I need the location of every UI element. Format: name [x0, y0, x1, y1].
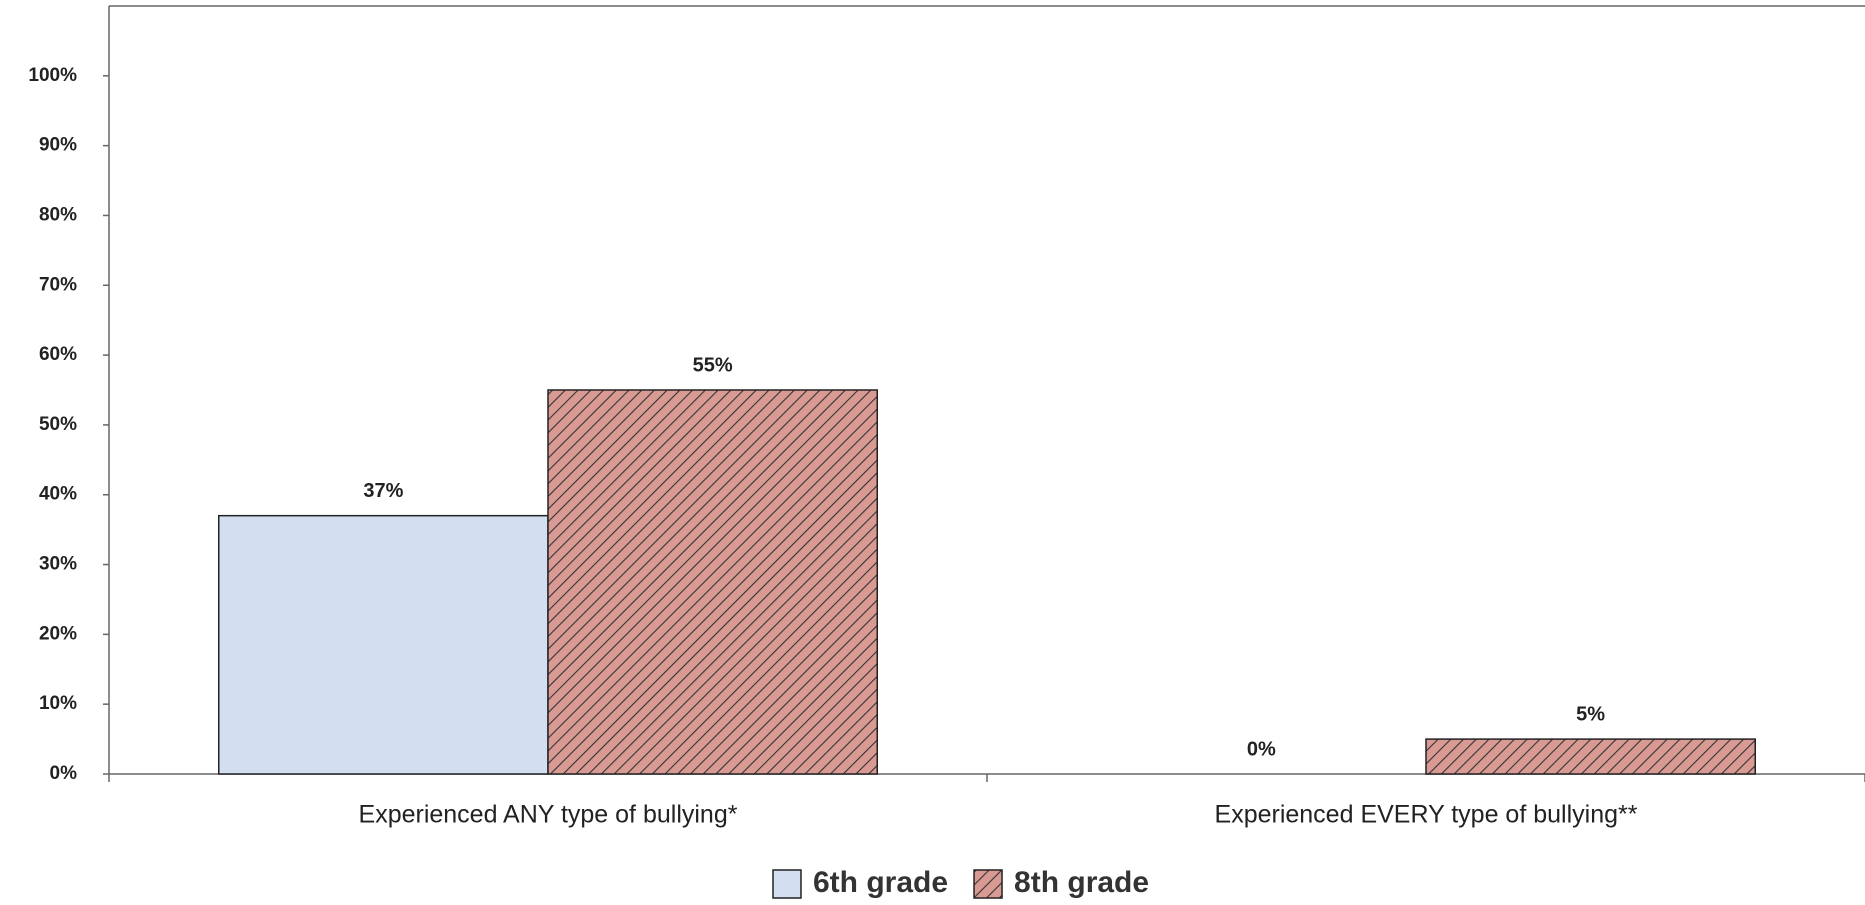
- y-tick-label: 70%: [39, 274, 77, 295]
- y-tick-label: 30%: [39, 554, 77, 575]
- y-tick-label: 60%: [39, 344, 77, 365]
- legend-label: 8th grade: [1014, 866, 1149, 899]
- bar: [1425, 738, 1756, 775]
- y-tick-label: 50%: [39, 414, 77, 435]
- y-tick-label: 100%: [28, 65, 77, 86]
- value-label: 55%: [693, 354, 733, 376]
- legend-swatch: [973, 869, 1003, 899]
- x-tick-label: Experienced ANY type of bullying*: [359, 801, 738, 829]
- y-tick-label: 20%: [39, 623, 77, 644]
- x-tick-label: Experienced EVERY type of bullying**: [1215, 801, 1638, 829]
- value-label: 37%: [363, 480, 403, 502]
- y-tick-label: 10%: [39, 693, 77, 714]
- y-tick-label: 0%: [50, 763, 78, 784]
- y-tick-label: 80%: [39, 204, 77, 225]
- value-label: 0%: [1247, 738, 1276, 760]
- legend-label: 6th grade: [813, 866, 948, 899]
- bar: [547, 389, 878, 775]
- legend-swatch: [772, 869, 802, 899]
- y-tick-label: 90%: [39, 135, 77, 156]
- bar: [218, 514, 549, 775]
- y-tick-label: 40%: [39, 484, 77, 505]
- value-label: 5%: [1576, 703, 1605, 725]
